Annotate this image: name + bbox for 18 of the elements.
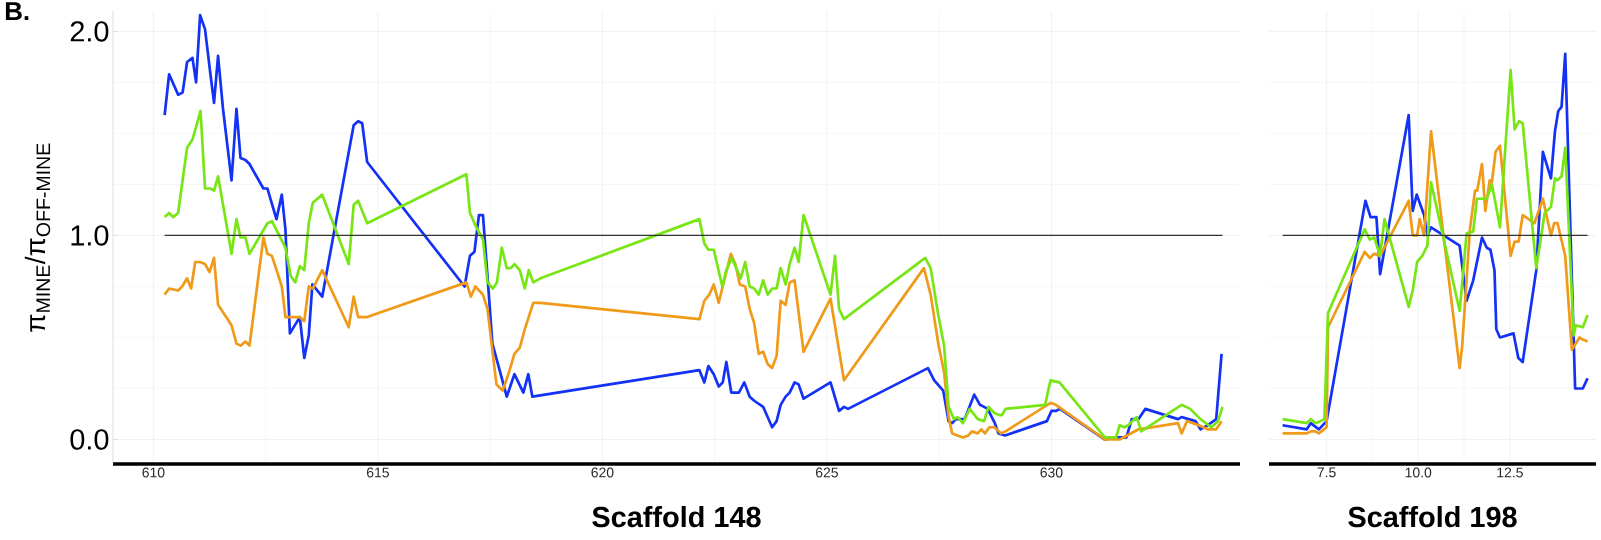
x-tick-label: 7.5 [1317,467,1336,478]
line-series [163,236,1223,441]
x-tick-label: 12.5 [1497,467,1523,478]
line-series [163,109,1224,439]
x-tick-label: 620 [591,467,614,478]
x-tick-label: 625 [815,467,838,478]
x-tick-label: 610 [142,467,165,478]
x-axis-title: Scaffold 148 [592,506,761,528]
x-tick-label: 630 [1040,467,1063,478]
text: B. [5,2,29,21]
x-tick-label: 615 [366,467,389,478]
x-axis-title: Scaffold 198 [1348,506,1517,528]
line-series [163,13,1223,441]
y-tick-label: 0.0 [70,429,109,450]
y-axis-title: π$_{MINE}$/π$_{OFF-MINE}$ [24,143,51,332]
x-tick-label: 10.0 [1405,467,1432,478]
y-tick-label: 1.0 [71,225,109,246]
y-tick-label: 2.0 [70,21,109,42]
